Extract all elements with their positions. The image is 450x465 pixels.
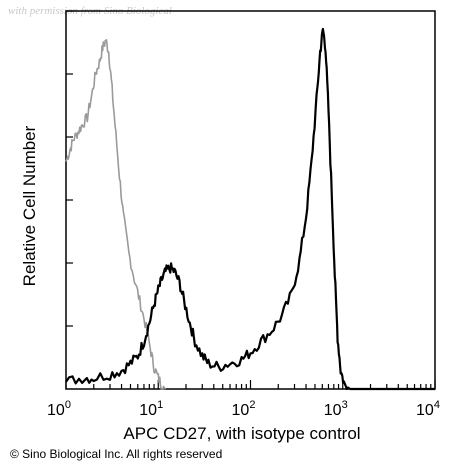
cd27-series: [65, 27, 435, 391]
series-layer: [65, 27, 435, 391]
copyright-note: © Sino Biological Inc. All rights reserv…: [10, 447, 222, 461]
x-tick-label: 101: [139, 399, 163, 419]
x-axis-label: APC CD27, with isotype control: [123, 424, 360, 443]
y-axis-ticks: [66, 10, 73, 327]
x-tick-label: 103: [324, 399, 348, 419]
x-tick-label: 104: [416, 399, 440, 419]
isotype-control-series: [65, 38, 167, 390]
y-axis-label: Relative Cell Number: [20, 125, 39, 286]
x-tick-label: 102: [232, 399, 256, 419]
x-axis-tick-labels: 100 101 102 103 104: [47, 399, 440, 419]
x-tick-label: 100: [47, 399, 71, 419]
x-axis-ticks: [65, 380, 436, 389]
